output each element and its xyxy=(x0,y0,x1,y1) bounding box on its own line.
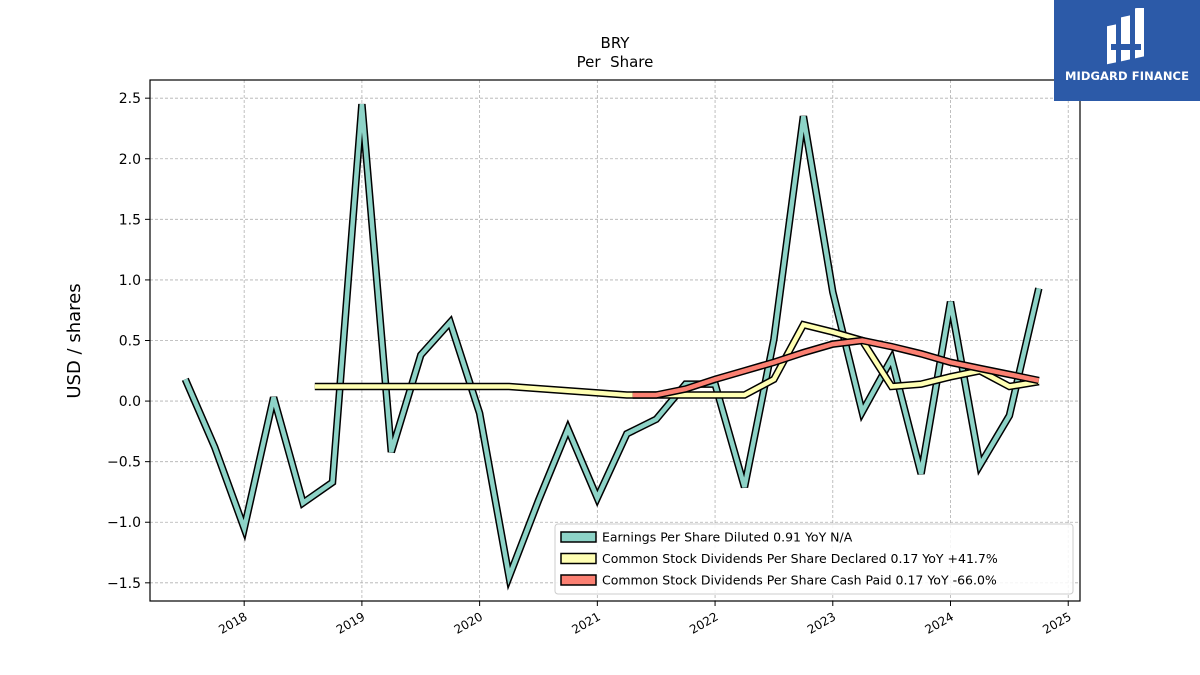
legend-swatch xyxy=(560,552,597,565)
plot-frame xyxy=(149,79,1081,602)
chart-subtitle: Per Share xyxy=(577,53,654,71)
series-line xyxy=(632,338,1040,398)
brand-logo: MIDGARD FINANCE xyxy=(1054,0,1200,101)
y-tick-label: −0.5 xyxy=(107,455,141,471)
x-tick-label: 2021 xyxy=(569,609,602,636)
legend-entry: Common Stock Dividends Per Share Declare… xyxy=(602,551,998,566)
y-tick-label: 0.5 xyxy=(119,334,141,350)
midgard-logo-icon xyxy=(1107,8,1144,65)
x-tick-label: 2023 xyxy=(805,609,838,636)
y-tick-label: 0.0 xyxy=(119,394,141,410)
y-tick-label: 2.5 xyxy=(119,91,141,107)
series-1 xyxy=(314,320,1040,399)
x-tick-label: 2018 xyxy=(216,609,249,636)
y-tick-label: 1.5 xyxy=(119,212,141,228)
y-tick-label: 2.0 xyxy=(119,152,141,168)
y-tick-label: −1.0 xyxy=(107,515,141,531)
x-tick-label: 2020 xyxy=(452,609,485,636)
legend-box xyxy=(554,523,1074,595)
x-tick-label: 2025 xyxy=(1040,609,1073,636)
x-tick-label: 2022 xyxy=(687,609,720,636)
y-tick-label: −1.5 xyxy=(107,576,141,592)
legend: Earnings Per Share Diluted 0.91 YoY N/A C… xyxy=(554,523,1074,595)
y-axis-label: USD / shares xyxy=(64,283,85,398)
y-tick-label: 1.0 xyxy=(119,273,141,289)
legend-entry: Earnings Per Share Diluted 0.91 YoY N/A xyxy=(602,530,853,545)
series-line xyxy=(183,104,1041,586)
x-tick-label: 2024 xyxy=(923,609,956,636)
x-tick-label: 2019 xyxy=(334,609,367,636)
brand-name: MIDGARD FINANCE xyxy=(1064,69,1190,83)
legend-entry: Common Stock Dividends Per Share Cash Pa… xyxy=(602,573,997,588)
legend-swatch xyxy=(560,531,597,543)
legend-swatch xyxy=(560,574,597,586)
series-line xyxy=(314,322,1040,398)
series-lines xyxy=(181,103,1043,591)
chart-title: BRY xyxy=(601,34,631,52)
series-2 xyxy=(632,336,1040,399)
series-0 xyxy=(181,103,1043,591)
